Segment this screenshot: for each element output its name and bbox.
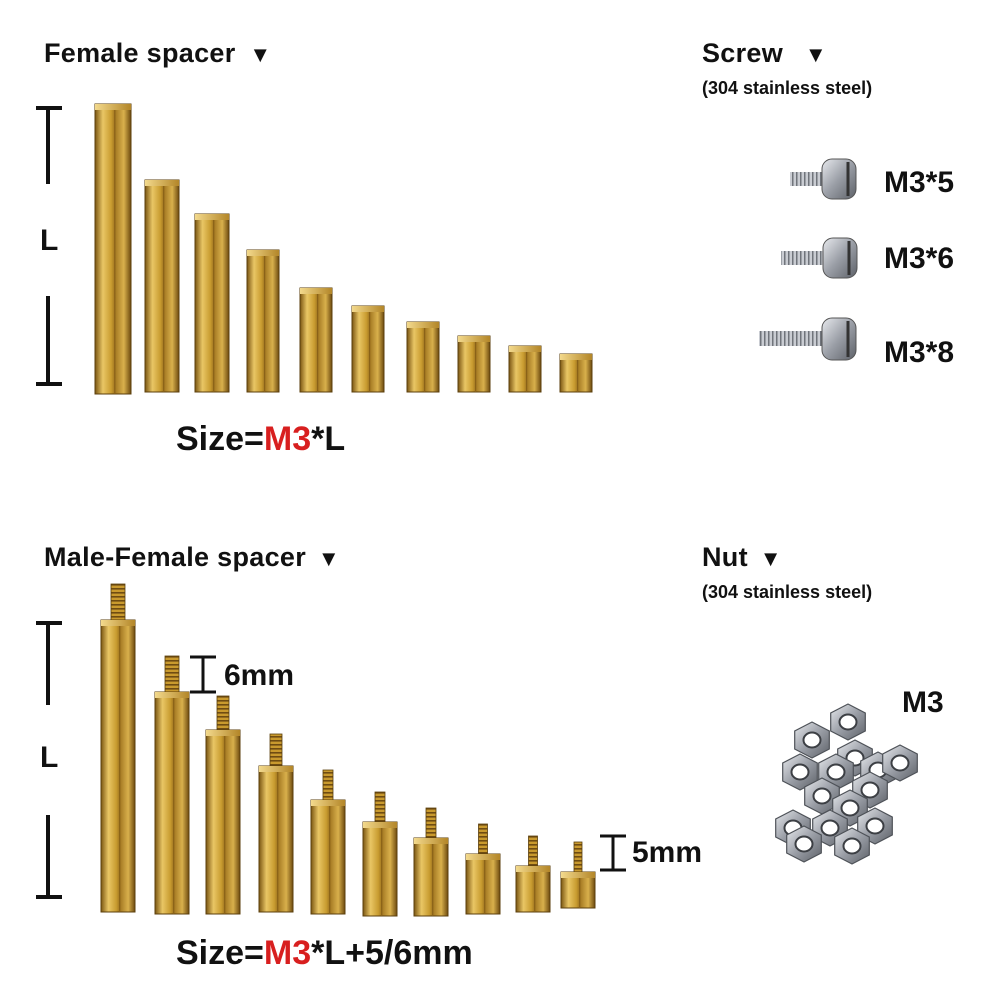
chevron-down-icon: ▼ xyxy=(317,546,340,571)
male-female-spacer xyxy=(560,841,596,909)
thread-6mm-marker xyxy=(190,655,216,694)
nut-title-text: Nut xyxy=(702,542,748,572)
female-spacer xyxy=(508,345,542,393)
male-size-m3: M3 xyxy=(263,934,312,972)
male-female-spacer xyxy=(205,695,241,915)
female-dimension-bar xyxy=(36,106,62,386)
male-dimension-bar xyxy=(36,621,62,899)
nut-size-label: M3 xyxy=(902,686,944,719)
thread-5mm-label: 5mm xyxy=(632,836,703,869)
female-spacer xyxy=(559,353,593,393)
female-spacer-set xyxy=(94,103,593,395)
male-female-spacer xyxy=(362,791,398,917)
female-spacer xyxy=(246,249,280,393)
female-dimension-label: L xyxy=(40,224,59,257)
hex-nut xyxy=(834,827,870,865)
male-size-suffix: *L+5/6mm xyxy=(311,934,473,972)
female-spacer xyxy=(406,321,440,393)
hex-nut xyxy=(794,721,830,759)
hex-nut xyxy=(830,703,866,741)
female-spacer-title: Female spacer ▼ xyxy=(44,38,271,69)
thread-5mm-marker xyxy=(600,834,626,872)
screw-m3x8 xyxy=(759,317,857,361)
screw-size-m3x6: M3*6 xyxy=(884,242,955,275)
chevron-down-icon: ▼ xyxy=(759,546,782,571)
female-spacer xyxy=(144,179,180,393)
male-female-spacer xyxy=(154,655,190,915)
female-size-formula: Size=M3*L xyxy=(176,420,345,459)
female-size-m3: M3 xyxy=(263,420,312,458)
male-female-spacer-set xyxy=(100,583,596,917)
screw-m3x6 xyxy=(781,237,858,279)
male-female-spacer xyxy=(515,835,551,913)
female-spacer xyxy=(351,305,385,393)
male-size-prefix: Size= xyxy=(176,934,264,972)
hex-nut xyxy=(782,753,818,791)
screw-m3x5 xyxy=(790,158,857,200)
male-female-spacer xyxy=(413,807,449,917)
nut-pile xyxy=(775,703,918,865)
male-female-spacer xyxy=(258,733,294,913)
chevron-down-icon: ▼ xyxy=(249,42,272,67)
female-spacer xyxy=(457,335,491,393)
chevron-down-icon: ▼ xyxy=(804,42,827,67)
hex-nut xyxy=(882,744,918,782)
screw-title: Screw ▼ xyxy=(702,38,827,69)
female-size-prefix: Size= xyxy=(176,420,264,458)
male-female-spacer-title: Male-Female spacer ▼ xyxy=(44,542,340,573)
thread-6mm-label: 6mm xyxy=(224,659,295,692)
hex-nut xyxy=(786,825,822,863)
screw-size-m3x8: M3*8 xyxy=(884,336,955,369)
screw-material: (304 stainless steel) xyxy=(702,78,873,98)
female-spacer-title-text: Female spacer xyxy=(44,38,236,68)
female-spacer xyxy=(299,287,333,393)
male-female-spacer xyxy=(310,769,346,915)
male-size-formula: Size=M3*L+5/6mm xyxy=(176,934,473,973)
screw-size-m3x5: M3*5 xyxy=(884,166,955,199)
nut-title: Nut ▼ xyxy=(702,542,782,573)
female-spacer xyxy=(94,103,132,395)
nut-material: (304 stainless steel) xyxy=(702,582,873,602)
hex-nut xyxy=(804,777,840,815)
male-female-spacer xyxy=(465,823,501,915)
male-female-spacer xyxy=(100,583,136,913)
male-dimension-label: L xyxy=(40,741,59,774)
screw-title-text: Screw xyxy=(702,38,784,68)
female-size-suffix: *L xyxy=(311,420,346,458)
female-spacer xyxy=(194,213,230,393)
male-female-spacer-title-text: Male-Female spacer xyxy=(44,542,307,572)
